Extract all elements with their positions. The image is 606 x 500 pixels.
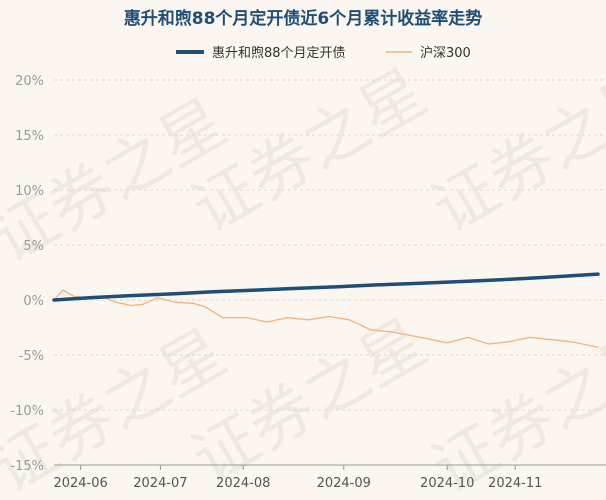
y-tick-label: 0%	[23, 294, 44, 309]
x-tick-label: 2024-09	[317, 476, 371, 491]
watermark-text: 证券之星	[420, 56, 606, 248]
legend-label-index: 沪深300	[420, 45, 471, 61]
y-tick-label: -10%	[10, 404, 44, 419]
x-tick-label: 2024-07	[133, 476, 187, 491]
y-tick-label: 10%	[15, 184, 44, 199]
legend: 惠升和煦88个月定开债 沪深300	[176, 45, 471, 61]
legend-label-fund: 惠升和煦88个月定开债	[212, 46, 346, 61]
y-axis: 20% 15% 10% 5% 0% -5% -10% -15%	[10, 74, 44, 474]
x-tick-label: 2024-11	[488, 476, 542, 491]
y-tick-label: -15%	[10, 459, 44, 474]
y-tick-label: 5%	[23, 239, 44, 254]
x-tick-label: 2024-10	[420, 476, 474, 491]
watermark-text: 证券之星	[180, 306, 439, 498]
x-tick-label: 2024-06	[53, 476, 107, 491]
x-tick-label: 2024-08	[216, 476, 270, 491]
y-tick-label: -5%	[19, 349, 44, 364]
chart-title: 惠升和煦88个月定开债近6个月累计收益率走势	[124, 8, 483, 29]
y-tick-label: 20%	[15, 74, 44, 89]
series-line-index	[53, 289, 599, 348]
y-tick-label: 15%	[15, 129, 44, 144]
series-line-fund	[52, 272, 600, 302]
x-axis: 2024-06 2024-07 2024-08 2024-09 2024-10 2024-…	[53, 464, 606, 491]
plot-lines	[52, 272, 600, 348]
